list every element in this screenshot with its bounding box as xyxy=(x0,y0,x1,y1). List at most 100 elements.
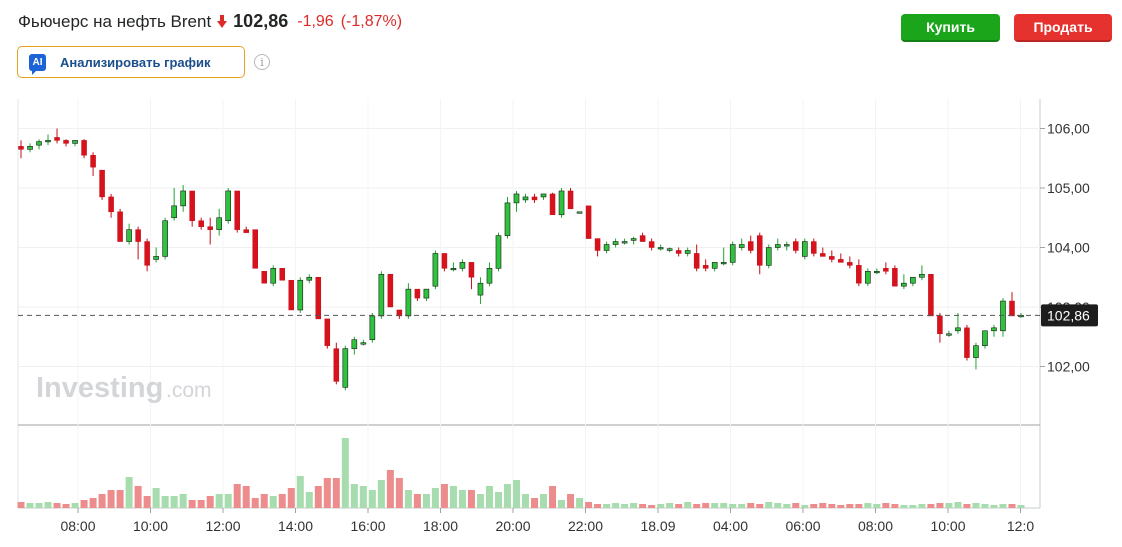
candle xyxy=(423,288,430,302)
candle xyxy=(333,342,340,385)
volume-bar xyxy=(269,496,277,508)
candle xyxy=(991,324,997,337)
candle xyxy=(801,238,808,260)
candle xyxy=(910,276,916,287)
candle-body xyxy=(270,268,277,284)
candle-body xyxy=(513,193,520,204)
volume-bar xyxy=(891,504,899,508)
volume-bar xyxy=(819,503,827,508)
candle xyxy=(126,223,132,245)
candle xyxy=(450,262,457,272)
volume-bar xyxy=(440,484,448,508)
volume-bar xyxy=(846,504,854,508)
volume-bar xyxy=(711,503,719,508)
candle-body xyxy=(964,327,970,358)
candle xyxy=(675,247,682,257)
candle xyxy=(648,238,655,251)
candle xyxy=(171,188,177,221)
volume-bar xyxy=(332,478,340,508)
candle xyxy=(738,238,745,251)
candle-body xyxy=(306,276,313,281)
candle-body xyxy=(216,217,222,230)
volume-bar xyxy=(963,504,971,508)
candle-body xyxy=(702,265,709,269)
candle-body xyxy=(801,241,808,257)
candle-body xyxy=(324,318,331,346)
candle-body xyxy=(63,140,69,144)
candle xyxy=(829,250,835,263)
candle-body xyxy=(729,244,736,263)
candle-body xyxy=(756,235,763,266)
volume-bar xyxy=(540,494,548,508)
candle-body xyxy=(612,241,619,245)
candle-body xyxy=(225,190,232,222)
candle xyxy=(657,244,664,251)
candle-body xyxy=(783,244,790,247)
candle xyxy=(153,247,159,263)
volume-bar xyxy=(413,494,421,508)
candle xyxy=(387,274,394,308)
candle-body xyxy=(144,241,150,266)
candle-body xyxy=(450,268,457,271)
volume-bar xyxy=(729,504,737,508)
candle xyxy=(973,342,979,370)
candle xyxy=(1000,298,1006,337)
candle xyxy=(486,262,493,287)
watermark-brand: Investing xyxy=(36,372,163,404)
volume-bar xyxy=(215,494,223,508)
volume-bar xyxy=(981,504,989,508)
candle-body xyxy=(621,241,628,244)
volume-bar xyxy=(26,503,34,508)
candle xyxy=(27,143,33,153)
buy-button[interactable]: Купить xyxy=(901,14,1000,42)
candle xyxy=(324,318,331,349)
candle xyxy=(928,274,934,317)
volume-bar xyxy=(945,503,953,508)
volume-bar xyxy=(522,494,530,508)
candle-body xyxy=(847,262,853,266)
candle-body xyxy=(946,333,952,336)
volume-bar xyxy=(531,498,539,508)
x-tick-label: 06:00 xyxy=(785,518,820,534)
sell-button[interactable]: Продать xyxy=(1014,14,1112,42)
y-tick-label: 104,00 xyxy=(1047,240,1090,256)
volume-bar xyxy=(765,502,773,508)
volume-bar xyxy=(783,504,791,508)
volume-bar xyxy=(206,496,214,508)
volume-bar xyxy=(449,486,457,508)
volume-bar xyxy=(278,494,286,508)
candle-body xyxy=(54,137,60,141)
candle xyxy=(513,190,520,212)
candle-body xyxy=(540,193,547,198)
candle-body xyxy=(387,274,394,308)
analyze-chart-button[interactable]: AI Анализировать график xyxy=(17,46,245,78)
candle xyxy=(585,205,592,239)
candle xyxy=(522,193,529,203)
volume-bar xyxy=(576,498,584,508)
price-change: -1,96 xyxy=(297,12,334,30)
candle-body xyxy=(901,282,907,287)
volume-bar xyxy=(386,470,394,508)
candle xyxy=(63,139,69,147)
candle-body xyxy=(549,193,556,216)
candle xyxy=(783,241,790,251)
candle xyxy=(468,262,475,290)
volume-bar xyxy=(567,494,575,508)
volume-bar xyxy=(134,486,142,508)
volume-bar xyxy=(431,488,439,508)
candle xyxy=(117,208,123,242)
info-icon[interactable]: i xyxy=(254,54,270,70)
candle-body xyxy=(234,190,240,230)
volume-bar xyxy=(305,492,313,508)
candle xyxy=(351,336,358,355)
candle xyxy=(576,211,583,214)
volume-bar xyxy=(179,494,187,508)
candle xyxy=(441,253,448,272)
candle-body xyxy=(36,141,42,146)
candle-body xyxy=(171,205,177,219)
volume-bar xyxy=(503,484,511,508)
candle-body xyxy=(90,155,96,168)
volume-bar xyxy=(756,504,764,508)
candle-body xyxy=(486,268,493,284)
